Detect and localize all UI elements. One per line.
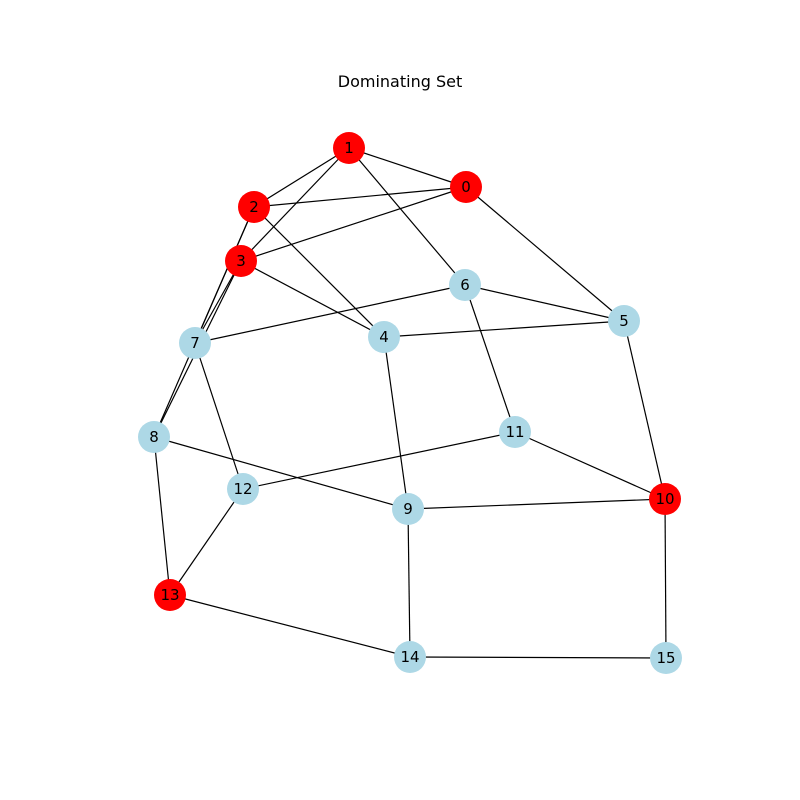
node-label: 6 xyxy=(460,276,470,294)
diagram-title: Dominating Set xyxy=(337,72,463,91)
node-circle xyxy=(649,483,681,515)
node-2: 2 xyxy=(238,191,270,223)
node-label: 7 xyxy=(190,334,200,352)
edge-1-0 xyxy=(348,147,467,188)
node-label: 0 xyxy=(461,178,471,196)
node-14: 14 xyxy=(394,641,426,673)
node-label: 8 xyxy=(149,428,159,446)
node-circle xyxy=(608,305,640,337)
node-1: 1 xyxy=(333,132,365,164)
node-circle xyxy=(179,327,211,359)
node-label: 5 xyxy=(619,312,629,330)
node-4: 4 xyxy=(368,321,400,353)
edge-3-4 xyxy=(240,260,385,338)
edge-4-5 xyxy=(383,320,625,338)
node-label: 11 xyxy=(505,423,524,441)
node-label: 4 xyxy=(379,328,389,346)
node-label: 9 xyxy=(403,500,413,518)
edge-7-12 xyxy=(194,342,244,490)
node-circle xyxy=(227,473,259,505)
node-9: 9 xyxy=(392,493,424,525)
node-label: 3 xyxy=(236,252,246,270)
edge-0-5 xyxy=(465,186,625,322)
node-circle xyxy=(449,269,481,301)
edge-4-9 xyxy=(383,336,409,510)
edge-9-14 xyxy=(407,508,411,658)
edge-0-2 xyxy=(253,186,467,208)
node-11: 11 xyxy=(499,416,531,448)
node-circle xyxy=(368,321,400,353)
edge-8-9 xyxy=(153,436,409,510)
edge-1-6 xyxy=(348,147,466,286)
node-label: 1 xyxy=(344,139,354,157)
edge-6-7 xyxy=(194,284,466,344)
node-label: 15 xyxy=(656,649,675,667)
node-circle xyxy=(238,191,270,223)
edge-1-3 xyxy=(240,147,350,262)
node-label: 10 xyxy=(655,490,674,508)
edge-13-14 xyxy=(169,594,411,658)
node-circle xyxy=(450,171,482,203)
node-0: 0 xyxy=(450,171,482,203)
node-circle xyxy=(333,132,365,164)
edge-1-2 xyxy=(253,147,350,208)
edge-6-11 xyxy=(464,284,516,433)
node-3: 3 xyxy=(225,245,257,277)
edge-8-13 xyxy=(153,436,171,596)
edge-11-12 xyxy=(242,431,516,490)
edge-11-10 xyxy=(514,431,666,500)
edge-12-13 xyxy=(169,488,244,596)
node-6: 6 xyxy=(449,269,481,301)
node-circle xyxy=(394,641,426,673)
edges-layer xyxy=(153,147,667,659)
node-7: 7 xyxy=(179,327,211,359)
node-label: 14 xyxy=(400,648,419,666)
node-15: 15 xyxy=(650,642,682,674)
edge-14-15 xyxy=(409,656,667,659)
node-circle xyxy=(392,493,424,525)
node-label: 2 xyxy=(249,198,259,216)
node-12: 12 xyxy=(227,473,259,505)
node-circle xyxy=(499,416,531,448)
node-10: 10 xyxy=(649,483,681,515)
node-8: 8 xyxy=(138,421,170,453)
node-circle xyxy=(138,421,170,453)
node-circle xyxy=(154,579,186,611)
node-label: 12 xyxy=(233,480,252,498)
node-circle xyxy=(225,245,257,277)
edge-9-10 xyxy=(407,498,666,510)
node-13: 13 xyxy=(154,579,186,611)
node-5: 5 xyxy=(608,305,640,337)
edge-2-4 xyxy=(253,206,385,338)
edge-2-8 xyxy=(153,206,255,438)
edge-10-15 xyxy=(664,498,667,659)
edge-5-10 xyxy=(623,320,666,500)
node-circle xyxy=(650,642,682,674)
node-label: 13 xyxy=(160,586,179,604)
edge-6-5 xyxy=(464,284,625,322)
edge-0-3 xyxy=(240,186,467,262)
